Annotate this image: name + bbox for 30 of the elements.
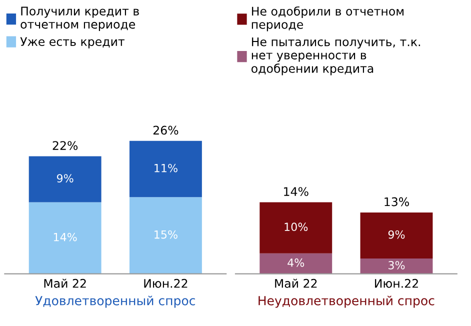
data-label: 9% — [388, 230, 405, 239]
data-label: 3% — [388, 260, 405, 270]
legend-label: Уже есть кредит — [20, 37, 125, 48]
x-axis-title: Удовлетворенный спрос — [35, 296, 195, 308]
x-tick-label: Июн.22 — [144, 278, 188, 288]
bar — [360, 258, 433, 274]
bar — [129, 140, 202, 198]
legend-label: Не пытались получить, т.к. нет уверенности в одобрении кредита — [252, 37, 420, 76]
bar — [260, 202, 332, 254]
data-label: 14% — [54, 232, 77, 242]
total-label: 22% — [52, 141, 78, 150]
legend-label: Получили кредит в отчетном периоде — [20, 6, 139, 31]
bar — [28, 202, 102, 274]
x-axis-title: Неудовлетворенный спрос — [258, 296, 434, 308]
total-label: 14% — [284, 187, 308, 196]
total-label: 13% — [384, 197, 409, 206]
bar — [260, 253, 332, 274]
data-label: 9% — [56, 174, 74, 182]
x-tick-label: Июн.22 — [375, 278, 418, 288]
x-tick-label: Май 22 — [275, 278, 317, 288]
total-label: 26% — [153, 126, 178, 135]
x-tick-label: Май 22 — [44, 278, 86, 288]
legend-label: Не одобрили в отчетном периоде — [252, 6, 404, 32]
bar — [360, 212, 433, 259]
data-label: 4% — [288, 258, 304, 267]
bar — [129, 197, 202, 274]
data-label: 11% — [154, 164, 178, 172]
bar — [28, 156, 102, 202]
data-label: 10% — [284, 222, 308, 232]
data-label: 15% — [154, 230, 178, 239]
